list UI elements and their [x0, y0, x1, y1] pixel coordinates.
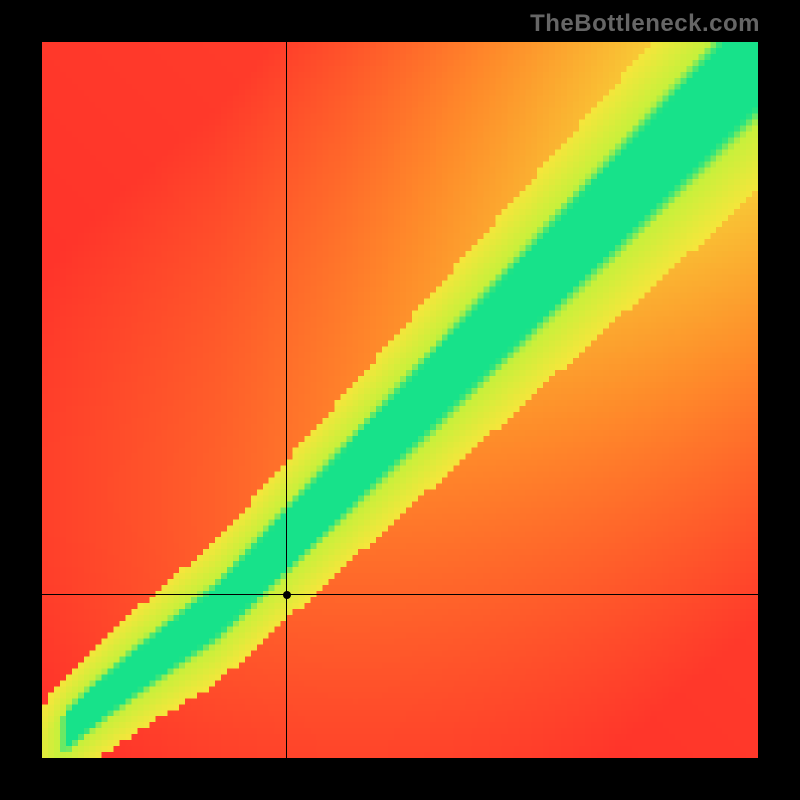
watermark-text: TheBottleneck.com [530, 10, 760, 38]
heatmap-plot [42, 42, 758, 758]
chart-frame: TheBottleneck.com [0, 0, 800, 800]
crosshair-horizontal [42, 594, 758, 595]
crosshair-marker [283, 591, 291, 599]
crosshair-vertical [286, 42, 287, 758]
heatmap-canvas [42, 42, 758, 758]
